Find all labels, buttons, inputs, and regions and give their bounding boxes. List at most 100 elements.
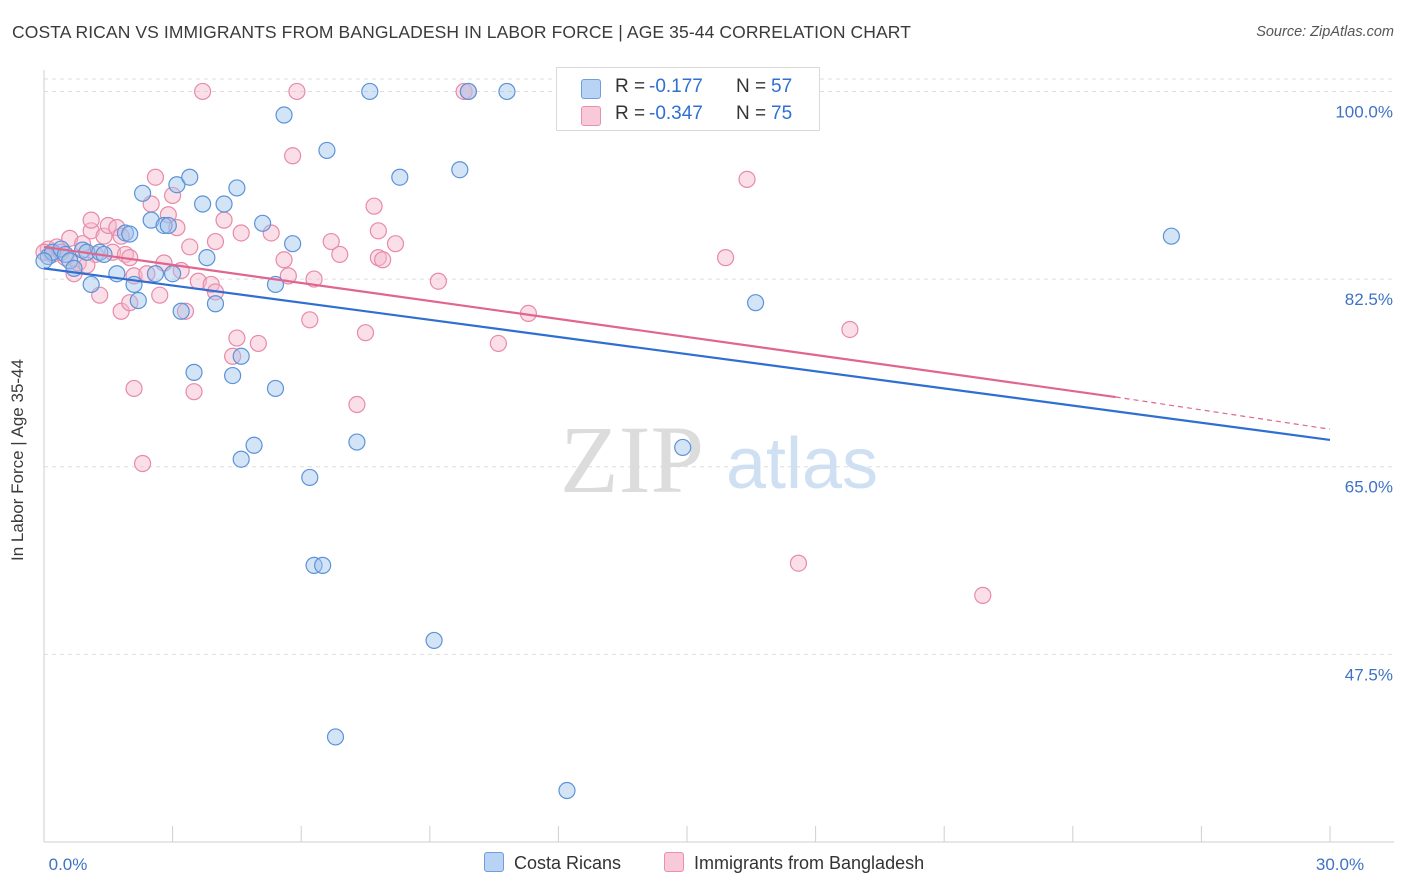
trend-line-costa-ricans bbox=[43, 267, 1331, 442]
point-costa-rican bbox=[284, 235, 302, 253]
bottom-legend-swatch-pink bbox=[664, 852, 684, 872]
point-costa-rican bbox=[391, 168, 409, 186]
point-bangladesh bbox=[974, 586, 992, 604]
point-bangladesh bbox=[275, 251, 293, 269]
point-costa-rican bbox=[746, 294, 765, 312]
point-costa-rican bbox=[498, 82, 516, 101]
point-bangladesh bbox=[146, 168, 165, 186]
point-bangladesh bbox=[369, 222, 387, 240]
y-tick-label: 100.0% bbox=[1335, 102, 1393, 121]
chart-title: COSTA RICAN VS IMMIGRANTS FROM BANGLADES… bbox=[12, 22, 911, 42]
point-bangladesh bbox=[374, 251, 392, 269]
point-costa-rican bbox=[314, 556, 332, 574]
bottom-legend-label: Immigrants from Bangladesh bbox=[694, 853, 925, 873]
point-costa-rican bbox=[159, 216, 177, 235]
trend-line-bangladesh bbox=[43, 245, 1116, 399]
point-costa-rican bbox=[172, 302, 190, 320]
point-costa-rican bbox=[254, 214, 272, 232]
point-bangladesh bbox=[164, 186, 182, 205]
point-costa-rican bbox=[215, 195, 233, 213]
y-tick-labels: 100.0% 82.5% 65.0% 47.5% bbox=[1335, 102, 1393, 684]
point-costa-rican bbox=[168, 176, 186, 194]
point-costa-rican bbox=[266, 379, 285, 398]
point-bangladesh bbox=[301, 311, 319, 329]
point-costa-rican bbox=[82, 275, 100, 294]
legend-swatch-blue bbox=[581, 79, 601, 99]
x-tick-labels: 0.0% 30.0% bbox=[49, 855, 1364, 874]
point-costa-rican bbox=[318, 141, 336, 160]
point-costa-rican bbox=[181, 168, 199, 186]
legend-n-value: 75 bbox=[771, 103, 793, 124]
point-costa-rican bbox=[142, 211, 160, 229]
point-bangladesh bbox=[738, 170, 756, 188]
point-bangladesh bbox=[215, 211, 233, 229]
point-bangladesh bbox=[151, 286, 169, 304]
x-tick-label: 30.0% bbox=[1316, 855, 1364, 874]
point-costa-rican bbox=[224, 366, 242, 385]
point-costa-rican bbox=[232, 347, 250, 365]
point-bangladesh bbox=[365, 197, 383, 215]
series-bangladesh-points bbox=[35, 82, 992, 604]
x-tick-label: 0.0% bbox=[49, 855, 88, 874]
bottom-legend-costa-ricans: Costa Ricans bbox=[484, 852, 621, 874]
y-tick-label: 65.0% bbox=[1345, 478, 1393, 497]
series-costa-rican-points bbox=[35, 82, 1180, 800]
trend-lines bbox=[43, 245, 1331, 442]
legend-r-value: -0.177 bbox=[649, 76, 703, 97]
point-bangladesh bbox=[228, 329, 246, 347]
point-costa-rican bbox=[121, 225, 139, 243]
point-bangladesh bbox=[206, 232, 225, 251]
point-costa-rican bbox=[425, 631, 443, 650]
point-bangladesh bbox=[789, 554, 808, 572]
trend-line-bangladesh-extension bbox=[1115, 396, 1331, 430]
point-costa-rican bbox=[451, 161, 469, 179]
point-bangladesh bbox=[716, 249, 735, 267]
point-bangladesh bbox=[249, 334, 267, 353]
point-bangladesh bbox=[841, 320, 859, 339]
point-costa-rican bbox=[558, 781, 576, 800]
point-costa-rican bbox=[245, 436, 263, 454]
point-bangladesh bbox=[181, 238, 199, 256]
legend-n-label: N = bbox=[736, 76, 767, 97]
legend-n-value: 57 bbox=[771, 76, 793, 97]
point-bangladesh bbox=[331, 245, 349, 264]
point-bangladesh bbox=[356, 324, 375, 342]
y-axis-label: In Labor Force | Age 35-44 bbox=[8, 359, 27, 561]
point-bangladesh bbox=[322, 232, 340, 251]
point-bangladesh bbox=[185, 383, 203, 401]
y-tick-label: 82.5% bbox=[1345, 290, 1393, 309]
point-costa-rican bbox=[185, 363, 203, 381]
point-bangladesh bbox=[288, 82, 306, 101]
point-bangladesh bbox=[133, 454, 152, 473]
point-costa-rican bbox=[228, 179, 246, 197]
point-bangladesh bbox=[82, 211, 100, 229]
legend-r-value: -0.347 bbox=[649, 103, 703, 124]
point-bangladesh bbox=[176, 302, 195, 320]
watermark-zip: ZIP bbox=[560, 406, 704, 513]
point-costa-rican bbox=[133, 184, 152, 202]
point-costa-rican bbox=[206, 295, 225, 313]
watermark-atlas: atlas bbox=[726, 424, 878, 504]
point-costa-rican bbox=[146, 265, 165, 283]
point-bangladesh bbox=[232, 224, 250, 242]
point-costa-rican bbox=[459, 82, 477, 101]
point-bangladesh bbox=[489, 334, 507, 353]
point-costa-rican bbox=[155, 216, 173, 235]
point-costa-rican bbox=[232, 450, 250, 468]
point-bangladesh bbox=[194, 82, 212, 101]
point-bangladesh bbox=[95, 227, 113, 245]
legend-r-label: R = bbox=[615, 76, 646, 97]
point-bangladesh bbox=[262, 224, 280, 242]
point-costa-rican bbox=[198, 249, 216, 267]
point-bangladesh bbox=[284, 147, 302, 165]
grid-lines bbox=[44, 78, 1394, 655]
stats-legend: R = -0.177 N = 57 R = -0.347 N = 75 bbox=[556, 67, 820, 131]
point-costa-rican bbox=[129, 291, 147, 310]
point-costa-rican bbox=[35, 252, 53, 270]
point-costa-rican bbox=[348, 433, 366, 451]
point-costa-rican bbox=[361, 82, 379, 101]
point-costa-rican bbox=[326, 728, 345, 746]
bottom-legend-label: Costa Ricans bbox=[514, 853, 622, 873]
legend-r-label: R = bbox=[615, 103, 646, 124]
legend-n-label: N = bbox=[736, 103, 767, 124]
